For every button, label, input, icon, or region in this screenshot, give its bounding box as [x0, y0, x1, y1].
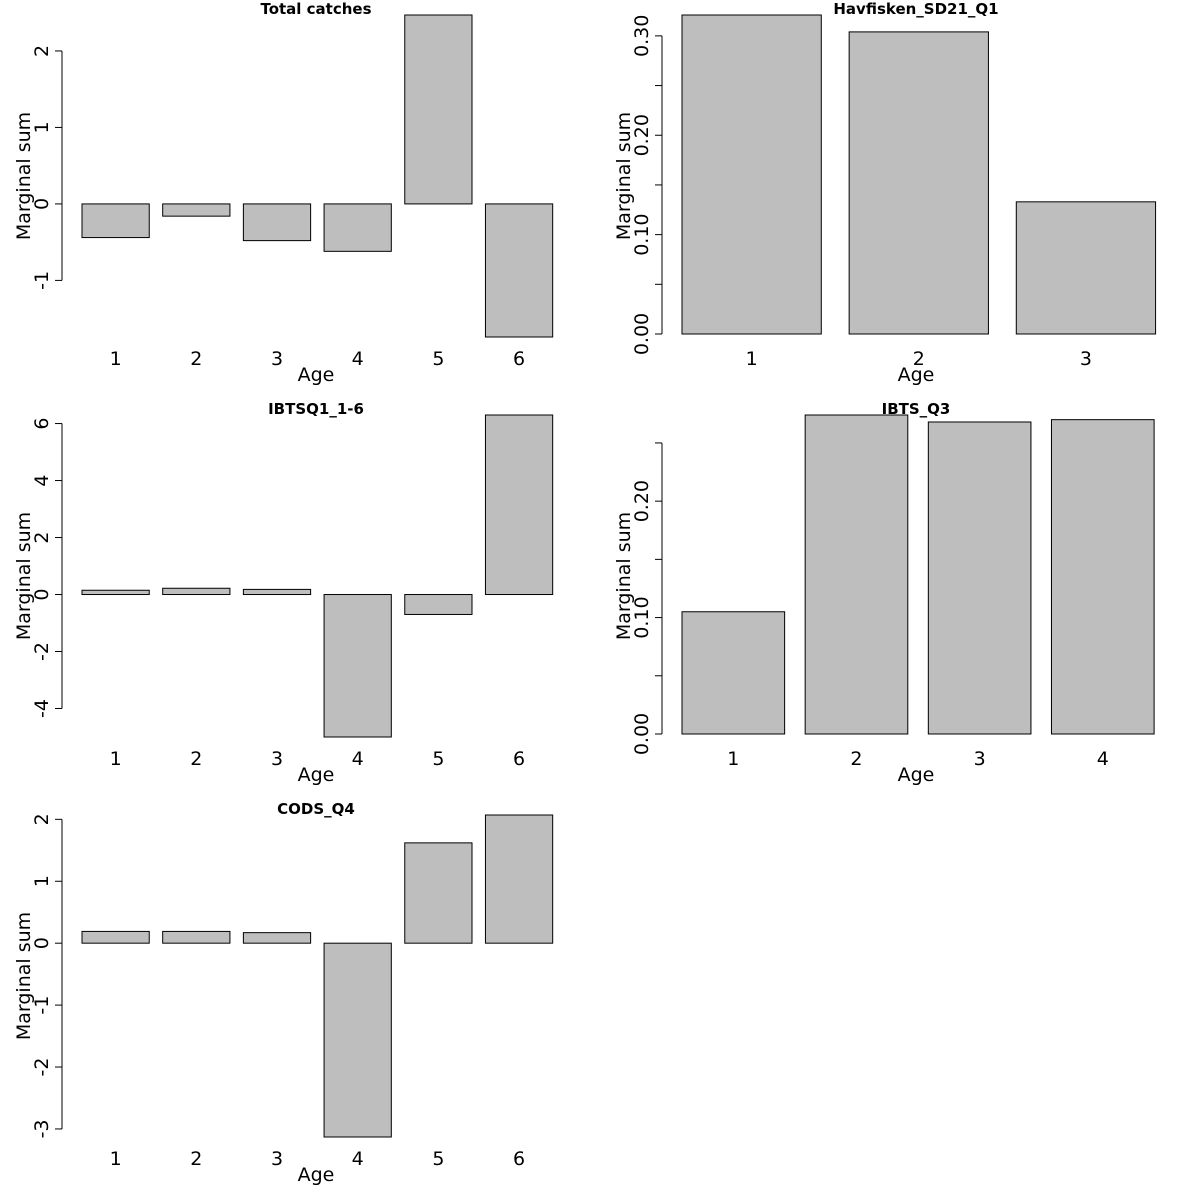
bar — [81, 930, 150, 944]
bar — [1015, 201, 1157, 335]
x-tick-label: 1 — [110, 348, 122, 370]
y-tick-label: 2 — [31, 45, 53, 57]
y-tick-label: 2 — [31, 813, 53, 825]
y-tick-label: -2 — [31, 1058, 53, 1077]
bar — [1050, 419, 1155, 735]
x-tick-label: 1 — [727, 748, 739, 770]
bar — [162, 930, 231, 944]
x-tick-label: 1 — [110, 748, 122, 770]
x-tick-label: 6 — [513, 348, 525, 370]
y-tick-label: 4 — [31, 474, 53, 486]
x-tick-label: 3 — [271, 1148, 283, 1170]
x-tick-label: 3 — [271, 348, 283, 370]
y-tick-label: -1 — [31, 271, 53, 290]
y-tick-label: 0 — [31, 937, 53, 949]
y-axis-title: Marginal sum — [13, 912, 35, 1040]
panel-ibtsq1-1-6: IBTSQ1_1-6 Age Marginal sum 1 2 3 4 5 6 -4 -2 0 2… — [13, 400, 554, 786]
y-tick-label: 0.20 — [631, 480, 653, 522]
x-tick-label: 4 — [352, 348, 364, 370]
panel-title: Total catches — [260, 0, 371, 18]
bar — [484, 414, 554, 596]
y-tick-label: 1 — [31, 875, 53, 887]
bar — [242, 932, 312, 944]
y-tick-label: 1 — [31, 121, 53, 133]
bar — [681, 14, 822, 335]
y-tick-label: 0 — [31, 198, 53, 210]
x-tick-label: 3 — [974, 748, 986, 770]
x-tick-label: 2 — [913, 348, 925, 370]
panel-title: IBTS_Q3 — [882, 400, 951, 418]
x-tick-label: 1 — [746, 348, 758, 370]
panel-title: CODS_Q4 — [277, 800, 355, 818]
y-tick-label: 0.20 — [631, 114, 653, 156]
y-axis-title: Marginal sum — [13, 512, 35, 640]
x-tick-label: 4 — [352, 748, 364, 770]
y-axis-title: Marginal sum — [613, 112, 635, 240]
y-tick-label: 0.00 — [631, 713, 653, 755]
y-tick-label: -4 — [31, 699, 53, 718]
x-axis-title: Age — [898, 764, 935, 786]
x-axis-title: Age — [898, 364, 935, 386]
x-axis-title: Age — [298, 764, 335, 786]
x-tick-label: 6 — [513, 1148, 525, 1170]
bar — [81, 589, 150, 596]
y-tick-label: 2 — [31, 531, 53, 543]
y-tick-label: -2 — [31, 642, 53, 661]
x-tick-label: 2 — [190, 748, 202, 770]
bar — [927, 421, 1032, 735]
bar — [848, 31, 989, 335]
bar — [323, 203, 392, 252]
bar — [404, 14, 473, 205]
panel-ibts-q3: IBTS_Q3 Age Marginal sum 1 2 3 4 0.00 0.10 0.2… — [613, 400, 1155, 786]
bar — [404, 842, 473, 944]
panel-title: Havfisken_SD21_Q1 — [833, 0, 998, 18]
panel-total-catches: Total catches Age Marginal sum 1 2 3 4 5 6 -1 0… — [13, 0, 554, 386]
bar — [323, 594, 392, 738]
y-tick-label: 0 — [31, 588, 53, 600]
bar — [323, 942, 392, 1138]
y-tick-label: 0.10 — [631, 213, 653, 255]
x-tick-label: 2 — [190, 1148, 202, 1170]
y-tick-label: -3 — [31, 1119, 53, 1138]
y-axis-title: Marginal sum — [613, 512, 635, 640]
x-tick-label: 2 — [850, 748, 862, 770]
bar — [242, 203, 312, 242]
x-tick-label: 6 — [513, 748, 525, 770]
y-tick-label: 0.00 — [631, 313, 653, 355]
x-tick-label: 3 — [271, 748, 283, 770]
x-tick-label: 2 — [190, 348, 202, 370]
bar — [681, 611, 786, 735]
bar — [162, 587, 231, 596]
y-axis-title: Marginal sum — [13, 112, 35, 240]
x-tick-label: 4 — [352, 1148, 364, 1170]
x-axis-title: Age — [298, 364, 335, 386]
bar — [804, 414, 909, 735]
x-tick-label: 5 — [432, 1148, 444, 1170]
x-tick-label: 4 — [1097, 748, 1109, 770]
y-tick-label: -1 — [31, 996, 53, 1015]
x-tick-label: 5 — [432, 348, 444, 370]
x-axis-title: Age — [298, 1164, 335, 1186]
bar — [162, 203, 231, 217]
x-tick-label: 5 — [432, 748, 444, 770]
bar — [242, 588, 312, 596]
bar — [484, 203, 554, 338]
y-tick-label: 0.10 — [631, 596, 653, 638]
bar — [484, 814, 554, 944]
panel-cods-q4: CODS_Q4 Age Marginal sum 1 2 3 4 5 6 -3 -2 -1 0 1 2 — [13, 800, 554, 1186]
x-tick-label: 3 — [1080, 348, 1092, 370]
y-tick-label: 6 — [31, 418, 53, 430]
bar — [404, 594, 473, 615]
bar — [81, 203, 150, 239]
y-tick-label: 0.30 — [631, 15, 653, 57]
panel-havfisken-sd21-q1: Havfisken_SD21_Q1 Age Marginal sum 1 2 3 0.… — [613, 0, 1157, 386]
panel-title: IBTSQ1_1-6 — [268, 400, 364, 418]
x-tick-label: 1 — [110, 1148, 122, 1170]
